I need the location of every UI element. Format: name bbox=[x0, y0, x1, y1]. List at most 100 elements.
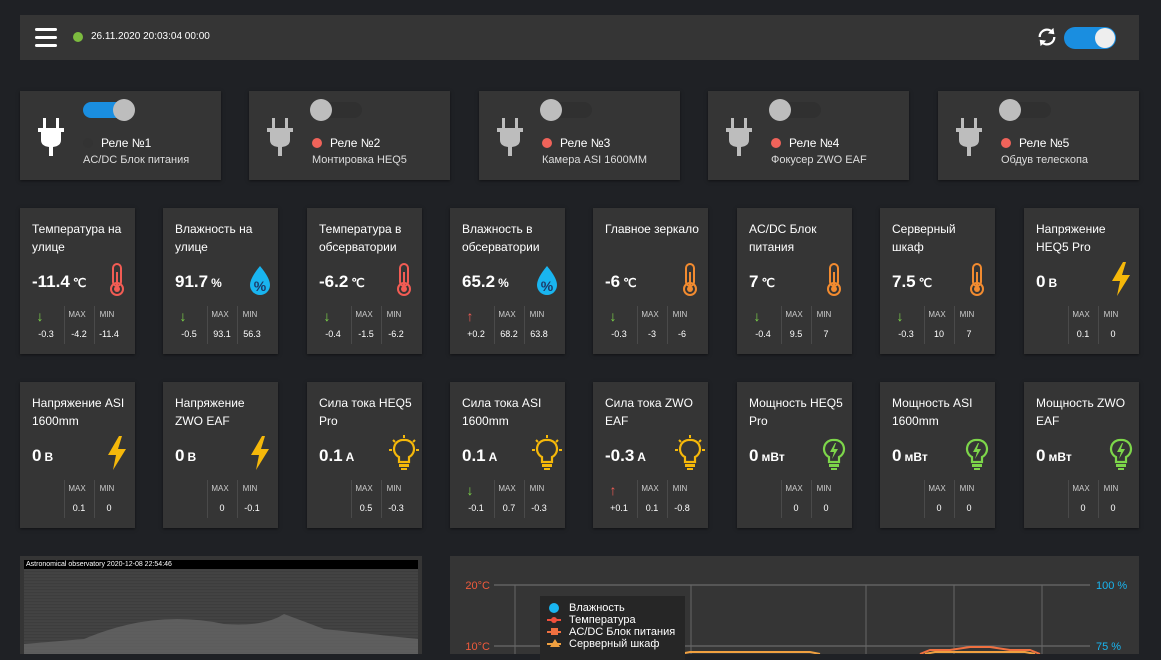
y-right-tick: 100 % bbox=[1096, 580, 1127, 592]
sensor-delta: -0.4 bbox=[755, 329, 771, 339]
lightning-icon bbox=[1112, 262, 1130, 296]
relay-name: Реле №1 bbox=[101, 136, 152, 150]
min-label: MIN bbox=[242, 484, 258, 493]
max-label: MAX bbox=[928, 310, 946, 319]
sensor-card: Влажность на улице 91.7%% ↓ MAX MIN -0.5 93.1 5… bbox=[163, 208, 278, 354]
legend-label: Серверный шкаф bbox=[569, 638, 660, 650]
sensor-delta: -0.3 bbox=[611, 329, 627, 339]
sensor-min: 7 bbox=[823, 329, 829, 339]
relay-status-dot bbox=[542, 138, 552, 148]
relay-toggle[interactable] bbox=[769, 99, 821, 121]
sensor-max: 0.7 bbox=[502, 503, 516, 513]
sensor-value: -11.4 ℃ bbox=[32, 272, 87, 291]
sensor-title: Напряжение HEQ5 Pro bbox=[1036, 222, 1106, 254]
legend-item[interactable]: AC/DC Блок питания bbox=[547, 626, 685, 638]
legend-item[interactable]: Влажность bbox=[549, 602, 685, 614]
refresh-icon[interactable] bbox=[1036, 26, 1058, 48]
sensor-card: Мощность ASI 1600mm 0 мВт MAX MIN 0 0 bbox=[880, 382, 995, 528]
sensor-max: -3 bbox=[647, 329, 656, 339]
sensor-unit: мВт bbox=[1048, 450, 1072, 464]
sensor-max: 93.1 bbox=[213, 329, 231, 339]
max-label: MAX bbox=[785, 484, 803, 493]
trend-up-icon: ↑ bbox=[609, 482, 617, 498]
relay-status-dot bbox=[771, 138, 781, 148]
sensor-delta: -0.1 bbox=[468, 503, 484, 513]
sensor-title: Влажность на улице bbox=[175, 222, 253, 254]
max-label: MAX bbox=[785, 310, 803, 319]
trend-up-icon: ↑ bbox=[466, 308, 474, 324]
max-label: MAX bbox=[68, 310, 86, 319]
sensor-value: 65.2% bbox=[462, 272, 509, 291]
sensor-value: 7 ℃ bbox=[749, 272, 775, 291]
max-label: MAX bbox=[355, 310, 373, 319]
sensor-card: Мощность HEQ5 Pro 0 мВт MAX MIN 0 0 bbox=[737, 382, 852, 528]
sensor-min: 0 bbox=[823, 503, 829, 513]
relay-toggle[interactable] bbox=[999, 99, 1051, 121]
sensor-max: 0.1 bbox=[1076, 329, 1090, 339]
sensor-card: Сила тока ASI 1600mm 0.1 A ↓ MAX MIN -0.1 0.7 -0… bbox=[450, 382, 565, 528]
max-label: MAX bbox=[498, 310, 516, 319]
plug-icon bbox=[267, 118, 293, 156]
trend-down-icon: ↓ bbox=[609, 308, 617, 324]
trend-down-icon: ↓ bbox=[753, 308, 761, 324]
sensor-title: Температура в обсерватории bbox=[319, 222, 402, 254]
sensor-delta: -0.4 bbox=[325, 329, 341, 339]
y-left-tick: 20°C bbox=[465, 580, 490, 592]
sensor-title: Температура на улице bbox=[32, 222, 122, 254]
sensor-value: 0.1 A bbox=[462, 446, 498, 465]
sensor-value: -0.3 A bbox=[605, 446, 646, 465]
relay-toggle[interactable] bbox=[310, 99, 362, 121]
camera-panel: Astronomical observatory 2020-12-08 22:5… bbox=[20, 556, 422, 654]
sensor-unit: ℃ bbox=[351, 276, 365, 290]
relay-card-2: Реле №2 Монтировка HEQ5 bbox=[249, 91, 450, 180]
sensor-unit: ℃ bbox=[761, 276, 775, 290]
sensor-card: Влажность в обсерватории 65.2%% ↑ MAX MIN +0.… bbox=[450, 208, 565, 354]
relay-card-5: Реле №5 Обдув телескопа bbox=[938, 91, 1139, 180]
sensor-title: Мощность HEQ5 Pro bbox=[749, 396, 843, 428]
lightning-icon bbox=[108, 436, 126, 470]
sensor-min: 0 bbox=[1110, 329, 1116, 339]
legend-item[interactable]: Серверный шкаф bbox=[547, 638, 685, 650]
sensor-min: 56.3 bbox=[243, 329, 261, 339]
relay-toggle[interactable] bbox=[83, 99, 135, 121]
plug-icon bbox=[38, 118, 64, 156]
legend-item[interactable]: Температура bbox=[547, 614, 685, 626]
relay-toggle[interactable] bbox=[540, 99, 592, 121]
sensor-min: -0.3 bbox=[531, 503, 547, 513]
humidity-icon: % bbox=[537, 266, 557, 295]
max-label: MAX bbox=[355, 484, 373, 493]
min-label: MIN bbox=[1103, 484, 1119, 493]
sensor-value: -6 ℃ bbox=[605, 272, 637, 291]
min-label: MIN bbox=[816, 484, 832, 493]
lightning-icon bbox=[251, 436, 269, 470]
sensor-unit: В bbox=[44, 450, 54, 464]
min-label: MIN bbox=[672, 310, 688, 319]
max-label: MAX bbox=[928, 484, 946, 493]
hamburger-menu-icon[interactable] bbox=[35, 28, 57, 48]
sensor-min: -6 bbox=[677, 329, 686, 339]
sensor-card: Главное зеркало -6 ℃ ↓ MAX MIN -0.3 -3 -6 bbox=[593, 208, 708, 354]
status-indicator bbox=[73, 32, 83, 42]
sensor-title: Напряжение ZWO EAF bbox=[175, 396, 245, 428]
relay-status-dot bbox=[83, 138, 93, 148]
min-label: MIN bbox=[242, 310, 258, 319]
sensor-unit: ℃ bbox=[72, 276, 87, 290]
max-label: MAX bbox=[68, 484, 86, 493]
camera-image[interactable]: Astronomical observatory 2020-12-08 22:5… bbox=[24, 560, 418, 654]
series-line bbox=[919, 646, 1041, 654]
y-left-tick: 10°C bbox=[465, 641, 490, 653]
sensor-card: Сила тока HEQ5 Pro 0.1 A MAX MIN 0.5 -0.3 bbox=[307, 382, 422, 528]
current-datetime: 26.11.2020 20:03:04 00:00 bbox=[91, 31, 210, 42]
bulb-orange-icon bbox=[532, 435, 562, 470]
relay-description: AC/DC Блок питания bbox=[83, 154, 190, 166]
max-label: MAX bbox=[1072, 310, 1090, 319]
bulb-orange-icon bbox=[675, 435, 705, 470]
humidity-icon: % bbox=[250, 266, 270, 295]
legend-label: Влажность bbox=[569, 602, 625, 614]
min-label: MIN bbox=[99, 484, 115, 493]
sensor-delta: -0.3 bbox=[898, 329, 914, 339]
auto-refresh-toggle[interactable] bbox=[1064, 27, 1116, 49]
legend-label: Температура bbox=[569, 614, 636, 626]
trend-down-icon: ↓ bbox=[323, 308, 331, 324]
